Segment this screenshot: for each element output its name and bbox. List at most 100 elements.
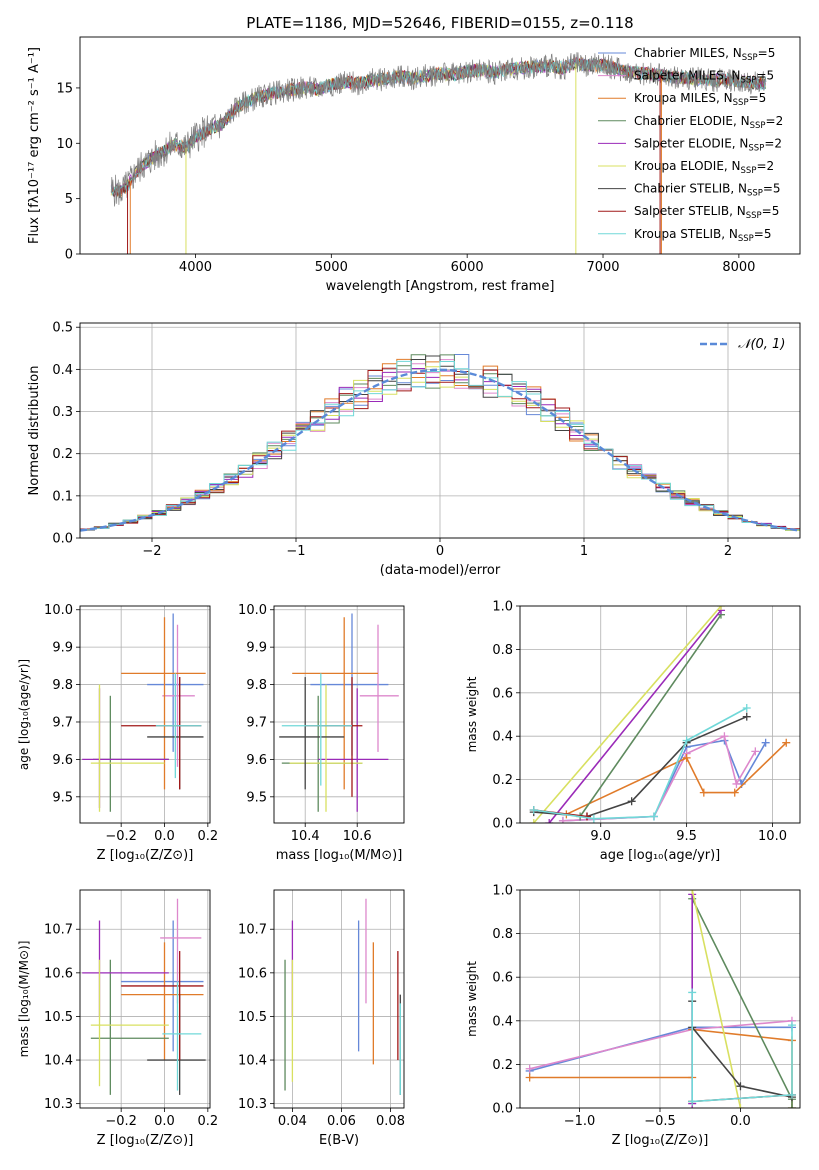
mass-weight-marker [782, 738, 791, 747]
mass-weight-marker [682, 753, 691, 762]
y-tick-label: 0.0 [52, 532, 73, 547]
y-tick-label: 0 [65, 248, 73, 263]
y-tick-label: 9.5 [246, 790, 267, 805]
mass-weight-marker [688, 890, 697, 894]
x-tick-label: 1 [580, 544, 588, 559]
x-tick-label: 5000 [315, 260, 348, 275]
legend-entry: Salpeter ELODIE, NSSP=2 [634, 136, 782, 153]
axes-frame [79, 36, 801, 255]
mass-weight-marker [720, 732, 729, 741]
axes-frame [79, 605, 211, 824]
y-tick-label: 1.0 [492, 884, 513, 899]
legend-entry: Chabrier STELIB, NSSP=5 [634, 182, 781, 199]
y-tick-label: 15 [56, 81, 73, 96]
y-tick-label: 5 [65, 192, 73, 207]
x-tick-label: 9.0 [590, 829, 611, 844]
x-tick-label: 0.06 [327, 1114, 356, 1129]
y-tick-label: 10.5 [44, 1010, 73, 1025]
y-tick-label: 0.8 [492, 927, 513, 942]
y-tick-label: 0.8 [492, 643, 513, 658]
y-tick-label: 9.9 [246, 641, 267, 656]
y-tick-label: 10.0 [44, 603, 73, 618]
mass-weight-line [691, 890, 742, 1108]
axes-frame [79, 322, 801, 539]
x-axis-label: age [log₁₀(age/yr)] [600, 848, 721, 863]
legend-entry: 𝒩(0, 1) [738, 337, 785, 352]
y-tick-label: 0.6 [492, 686, 513, 701]
x-tick-label: 9.5 [676, 829, 697, 844]
x-tick-label: −0.5 [644, 1114, 676, 1129]
weight-vs-metallicity-panel: −1.0 −0.5 0.0 0.0 0.2 0.4 0.6 0.8 1.0 Z [log₁₀(Z/… [465, 884, 801, 1148]
y-tick-label: 10.4 [44, 1054, 73, 1069]
plot-area [82, 898, 206, 1095]
mass-weight-line [529, 1028, 793, 1108]
mass-weight-marker [529, 805, 538, 814]
x-tick-label: 0.2 [197, 829, 218, 844]
x-tick-label: 0.0 [154, 1114, 175, 1129]
x-tick-label: 0 [436, 544, 444, 559]
legend-entry: Salpeter MILES, NSSP=5 [634, 69, 774, 86]
x-axis-label: Z [log₁₀(Z/Z⊙)] [97, 1133, 194, 1148]
x-tick-label: 0.08 [376, 1114, 405, 1129]
y-tick-label: 9.6 [246, 753, 267, 768]
mass-weight-marker [525, 1064, 534, 1073]
x-tick-label: 2 [724, 544, 732, 559]
y-tick-label: 9.6 [52, 753, 73, 768]
x-axis-label: Z [log₁₀(Z/Z⊙)] [97, 848, 194, 863]
plot-area [525, 890, 796, 1108]
y-tick-label: 9.5 [52, 790, 73, 805]
mass-vs-ebv-panel: 0.04 0.06 0.08 10.3 10.4 10.5 10.6 10.7 E(B-V) [238, 889, 405, 1148]
y-tick-label: 9.8 [246, 678, 267, 693]
x-tick-label: −2 [142, 544, 161, 559]
y-axis-label: mass weight [465, 961, 479, 1037]
y-tick-label: 10 [56, 137, 73, 152]
mass-weight-line [691, 992, 793, 1103]
x-axis-label: Z [log₁₀(Z/Z⊙)] [612, 1133, 709, 1148]
y-tick-label: 0.2 [52, 447, 73, 462]
mass-weight-marker [787, 1090, 796, 1099]
y-tick-label: 10.6 [238, 966, 267, 981]
plot-area [284, 898, 401, 1095]
y-tick-label: 9.7 [52, 715, 73, 730]
x-axis-label: (data-model)/error [380, 563, 501, 578]
y-tick-label: 0.4 [492, 1014, 513, 1029]
y-tick-label: 10.3 [238, 1097, 267, 1112]
x-tick-label: 10.6 [343, 829, 372, 844]
plot-area [279, 613, 399, 812]
mass-weight-line [691, 1001, 793, 1098]
x-tick-label: 0.04 [278, 1114, 307, 1129]
y-tick-label: 0.0 [492, 817, 513, 832]
mass-weight-marker [736, 1104, 745, 1108]
y-tick-label: 0.6 [492, 971, 513, 986]
axes-frame [79, 889, 211, 1109]
y-tick-label: 10.5 [238, 1010, 267, 1025]
y-tick-label: 1.0 [492, 600, 513, 615]
x-tick-label: 0.0 [730, 1114, 751, 1129]
plot-area [529, 606, 791, 823]
plot-area [82, 613, 206, 812]
normal-distribution-curve [80, 368, 800, 532]
spectrum-title: PLATE=1186, MJD=52646, FIBERID=0155, z=0… [246, 14, 633, 32]
x-axis-label: E(B-V) [319, 1133, 359, 1148]
y-tick-label: 10.3 [44, 1097, 73, 1112]
axes-frame [273, 605, 405, 824]
y-tick-label: 10.7 [44, 923, 73, 938]
mass-weight-marker [688, 988, 697, 997]
mass-vs-metallicity-panel: −0.2 0.0 0.2 10.3 10.4 10.5 10.6 10.7 Z [log₁₀(Z… [17, 889, 218, 1148]
axes-frame [519, 889, 801, 1109]
age-vs-mass-panel: 10.4 10.6 9.5 9.6 9.7 9.8 9.9 10.0 mass [log₁₀(M… [238, 603, 405, 863]
mass-weight-marker [716, 606, 725, 610]
x-tick-label: 0.2 [197, 1114, 218, 1129]
y-tick-label: 0.5 [52, 321, 73, 336]
mass-weight-marker [742, 703, 751, 712]
axes-frame [519, 605, 801, 824]
mass-weight-line [579, 614, 722, 817]
x-tick-label: −1.0 [564, 1114, 596, 1129]
data-spectrum-line [110, 52, 767, 207]
x-tick-label: 0.0 [154, 829, 175, 844]
y-tick-label: 0.4 [492, 730, 513, 745]
legend-entry: Kroupa ELODIE, NSSP=2 [634, 159, 774, 176]
x-tick-label: −1 [286, 544, 305, 559]
y-tick-label: 0.0 [492, 1102, 513, 1117]
